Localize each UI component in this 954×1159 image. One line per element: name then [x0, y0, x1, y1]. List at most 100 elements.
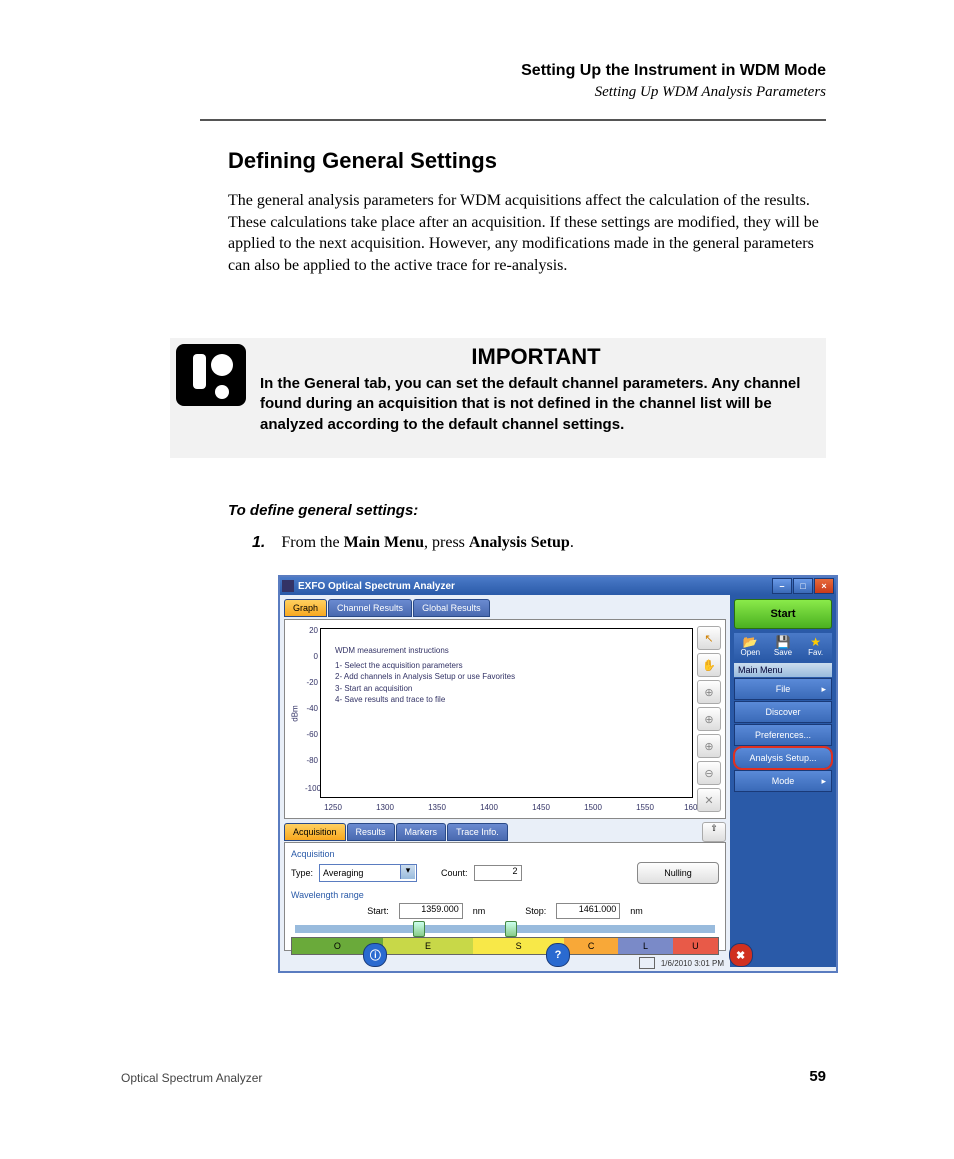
slider-handle-stop[interactable] — [505, 921, 517, 937]
acq-group-title: Acquisition — [291, 849, 719, 859]
keyboard-icon[interactable] — [639, 957, 655, 969]
exit-button[interactable]: ✖ — [729, 943, 753, 967]
ytick: -40 — [305, 704, 318, 713]
page-number: 59 — [809, 1068, 826, 1085]
count-label: Count: — [441, 868, 468, 878]
menu-mode[interactable]: Mode ▸ — [734, 770, 832, 792]
xtick: 1450 — [532, 803, 550, 812]
section-heading: Defining General Settings — [228, 148, 497, 174]
range-slider[interactable] — [295, 925, 715, 933]
maximize-button[interactable]: □ — [793, 578, 813, 594]
step-number: 1. — [252, 534, 265, 551]
step-text-c: , press — [424, 534, 469, 551]
pan-tool-icon[interactable]: ✋ — [697, 653, 721, 677]
step-1: 1. From the Main Menu, press Analysis Se… — [252, 534, 574, 552]
menu-file[interactable]: File ▸ — [734, 678, 832, 700]
nm-unit: nm — [473, 906, 486, 916]
menu-analysis-setup[interactable]: Analysis Setup... — [734, 747, 832, 769]
step-text-b: Main Menu — [344, 534, 424, 551]
ytick: -60 — [305, 730, 318, 739]
instr-line: 3- Start an acquisition — [335, 683, 515, 694]
type-value: Averaging — [323, 868, 363, 878]
type-label: Type: — [291, 868, 313, 878]
tab-global-results[interactable]: Global Results — [413, 599, 490, 617]
tab-channel-results[interactable]: Channel Results — [328, 599, 412, 617]
xtick: 1300 — [376, 803, 394, 812]
count-input[interactable]: 2 — [474, 865, 522, 881]
titlebar[interactable]: EXFO Optical Spectrum Analyzer – □ × — [280, 577, 836, 595]
save-button[interactable]: 💾Save — [770, 636, 796, 657]
favorites-button[interactable]: ★Fav. — [803, 636, 829, 657]
xtick: 1250 — [324, 803, 342, 812]
step-text-e: . — [570, 534, 574, 551]
zoom-out-icon[interactable]: ⊖ — [697, 761, 721, 785]
fav-label: Fav. — [808, 648, 823, 657]
ytick: 0 — [305, 652, 318, 661]
tab-markers[interactable]: Markers — [396, 823, 447, 841]
slider-handle-start[interactable] — [413, 921, 425, 937]
start-label: Start: — [367, 906, 389, 916]
acquisition-panel: Acquisition Type: Averaging Count: 2 Nul… — [284, 842, 726, 951]
nulling-button[interactable]: Nulling — [637, 862, 719, 884]
right-panel: Start 📂Open 💾Save ★Fav. Main Menu File▸ … — [730, 595, 836, 967]
tab-results[interactable]: Results — [347, 823, 395, 841]
xtick: 1350 — [428, 803, 446, 812]
stop-input[interactable]: 1461.000 — [556, 903, 620, 919]
open-button[interactable]: 📂Open — [737, 636, 763, 657]
zoom-in-icon[interactable]: ⊕ — [697, 707, 721, 731]
collapse-panel-icon[interactable]: ⇧ — [702, 822, 726, 842]
info-button[interactable]: ⓘ — [363, 943, 387, 967]
chevron-right-icon: ▸ — [821, 684, 826, 695]
ytick: -100 — [305, 784, 318, 793]
body-paragraph: The general analysis parameters for WDM … — [228, 190, 826, 276]
footer-product: Optical Spectrum Analyzer — [121, 1071, 262, 1085]
chapter-subtitle: Setting Up WDM Analysis Parameters — [200, 84, 826, 101]
xtick: 1550 — [636, 803, 654, 812]
tab-acquisition[interactable]: Acquisition — [284, 823, 346, 841]
help-button[interactable]: ? — [546, 943, 570, 967]
menu-mode-label: Mode — [772, 776, 795, 786]
chapter-title: Setting Up the Instrument in WDM Mode — [200, 62, 826, 80]
ytick: -20 — [305, 678, 318, 687]
ytick: 20 — [305, 626, 318, 635]
instr-line: 1- Select the acquisition parameters — [335, 660, 515, 671]
graph-area: dBm 20 0 -20 -40 -60 -80 -100 1250 1300 … — [284, 619, 726, 819]
start-input[interactable]: 1359.000 — [399, 903, 463, 919]
important-icon — [176, 344, 246, 406]
menu-preferences[interactable]: Preferences... — [734, 724, 832, 746]
minimize-button[interactable]: – — [772, 578, 792, 594]
xtick: 1500 — [584, 803, 602, 812]
callout-title: IMPORTANT — [260, 344, 812, 370]
app-icon — [282, 580, 294, 592]
zoom-fit-icon[interactable]: ⊕ — [697, 734, 721, 758]
open-label: Open — [741, 648, 761, 657]
start-button[interactable]: Start — [734, 599, 832, 629]
instr-line: 2- Add channels in Analysis Setup or use… — [335, 671, 515, 682]
tab-graph[interactable]: Graph — [284, 599, 327, 617]
graph-instructions: WDM measurement instructions 1- Select t… — [335, 645, 515, 705]
cursor-tool-icon[interactable]: ↖ — [697, 626, 721, 650]
header-rule — [200, 119, 826, 121]
step-text-d: Analysis Setup — [469, 534, 570, 551]
important-callout: IMPORTANT In the General tab, you can se… — [170, 338, 826, 458]
app-screenshot: EXFO Optical Spectrum Analyzer – □ × Gra… — [278, 575, 834, 969]
callout-body: In the General tab, you can set the defa… — [260, 374, 812, 435]
y-axis-label: dBm — [291, 705, 300, 721]
step-text-a: From the — [281, 534, 343, 551]
tab-trace-info[interactable]: Trace Info. — [447, 823, 508, 841]
close-button[interactable]: × — [814, 578, 834, 594]
type-combo[interactable]: Averaging — [319, 864, 417, 882]
zoom-tool-icon[interactable]: ⊕ — [697, 680, 721, 704]
chevron-right-icon: ▸ — [821, 776, 826, 787]
wavelength-range-title: Wavelength range — [291, 890, 719, 900]
status-bar: 1/6/2010 3:01 PM — [639, 957, 724, 969]
status-time: 1/6/2010 3:01 PM — [661, 959, 724, 968]
clear-tool-icon[interactable]: ✕ — [697, 788, 721, 812]
menu-discover[interactable]: Discover — [734, 701, 832, 723]
nm-unit: nm — [630, 906, 643, 916]
instr-line: 4- Save results and trace to file — [335, 694, 515, 705]
menu-file-label: File — [776, 684, 791, 694]
window-title: EXFO Optical Spectrum Analyzer — [298, 581, 772, 592]
main-menu-header: Main Menu — [734, 663, 832, 677]
ytick: -80 — [305, 756, 318, 765]
